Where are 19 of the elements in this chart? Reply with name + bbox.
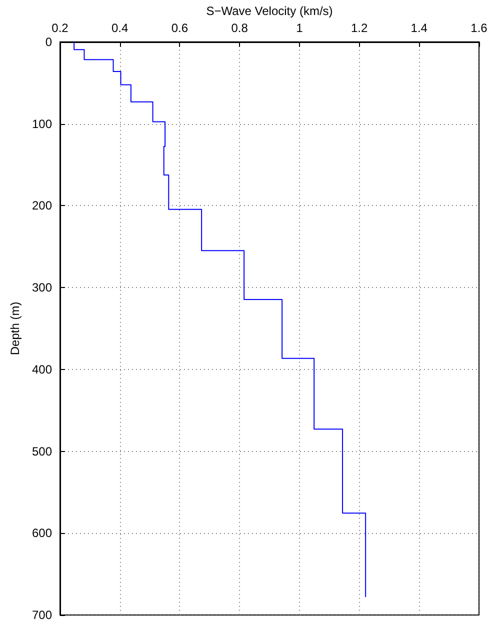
line-series [74,41,366,598]
x-tick-label: 1.6 [470,20,488,35]
y-tick-label: 300 [32,280,52,295]
x-tick-label: 0.8 [231,20,248,35]
y-tick-label: 600 [32,526,52,540]
y-tick-label: 500 [32,444,52,458]
x-tick-label: 0.6 [171,20,188,35]
y-tick-label: 700 [32,608,52,622]
y-tick-label: 0 [45,34,52,49]
x-tick-label: 1.2 [350,20,368,35]
x-axis-title: S−Wave Velocity (km/s) [206,4,333,18]
y-tick-label: 400 [32,362,52,376]
x-tick-label: 0.4 [112,20,129,35]
y-tick-label: 100 [32,116,52,131]
x-tick-label: 1.4 [410,20,428,35]
x-tick-label: 0.2 [52,20,69,35]
y-axis-title: Depth (m) [8,302,22,356]
x-tick-label: 1 [296,20,304,35]
y-tick-label: 200 [32,198,52,213]
